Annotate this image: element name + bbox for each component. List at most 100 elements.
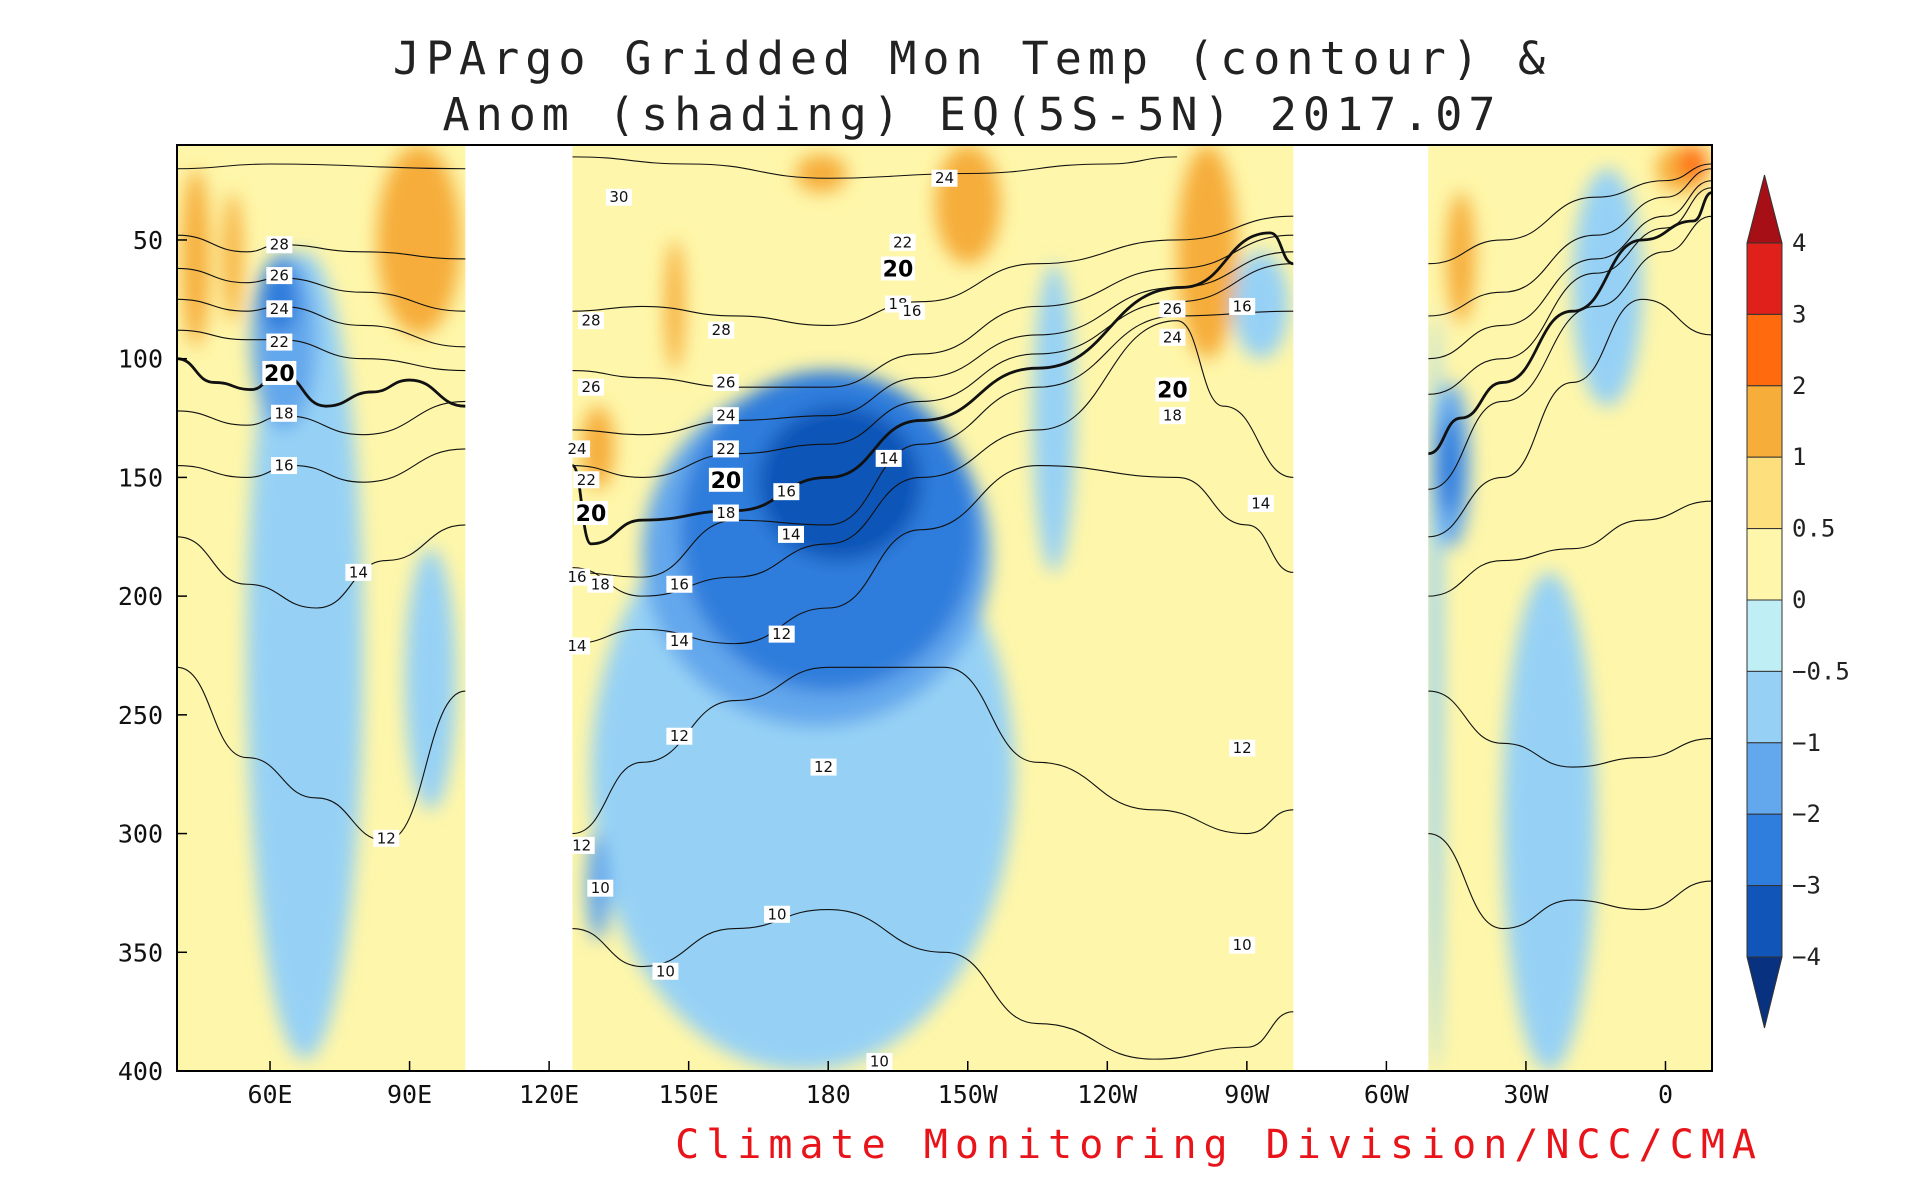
contour-label-bg	[564, 440, 591, 458]
contour-label-text: 16	[1233, 297, 1252, 315]
contour-label-text: 28	[270, 236, 289, 254]
isotherm-line	[572, 908, 1294, 1060]
contour-label: 16	[1229, 297, 1256, 315]
anomaly-patch	[1572, 168, 1643, 407]
contour-label: 16	[564, 568, 591, 586]
contour-label-bg	[266, 236, 293, 254]
x-axis: 60E 90E 120E 150E 180 150W 120W 90W 60W 30W 0	[247, 1061, 1673, 1109]
contour-label-text: 16	[670, 575, 689, 593]
colorbar-box	[1746, 528, 1783, 601]
contour-label: 12	[810, 758, 837, 776]
contour-label-bg	[373, 829, 400, 847]
colorbar-box	[1746, 670, 1783, 744]
anomaly-patch	[935, 145, 1001, 264]
contour-label-bg	[266, 333, 293, 351]
anomaly-patch	[1437, 418, 1461, 514]
contour-label: 14	[875, 449, 902, 467]
colorbar-label: 4	[1792, 229, 1806, 257]
anomaly-patch	[246, 251, 364, 1060]
contour-label-text: 20	[264, 362, 295, 387]
contour-label-bg	[810, 758, 837, 776]
contour-label-bg	[898, 302, 925, 320]
contour-label: 18	[1159, 407, 1186, 425]
contour-label-text: 14	[349, 563, 368, 581]
contour-label-text: 20	[1157, 379, 1188, 404]
isotherm-line	[177, 298, 466, 348]
colorbar-box	[1746, 456, 1783, 530]
contour-label-text: 18	[591, 575, 610, 593]
isotherm-line	[572, 320, 1294, 597]
contour-label-text: 16	[777, 483, 796, 501]
contour-label-bg	[564, 637, 591, 655]
isotherm-line	[572, 156, 1178, 179]
contour-label-bg	[262, 360, 297, 385]
y-tick-label: 350	[118, 938, 163, 967]
contour-label-text: 26	[581, 378, 600, 396]
x-tick-label: 120W	[1077, 1080, 1138, 1109]
contour-label: 10	[652, 962, 679, 980]
contour-label-bg	[708, 467, 743, 492]
isotherm-line	[1428, 833, 1712, 930]
isotherm-line	[1428, 163, 1712, 265]
contour-label: 24	[931, 169, 958, 187]
contour-label: 28	[708, 321, 735, 339]
colorbar-box	[1746, 813, 1783, 887]
anomaly-patch	[377, 145, 461, 335]
contour-label-bg	[778, 525, 804, 543]
contour-label-text: 18	[716, 504, 735, 522]
contour-label-bg	[1155, 377, 1190, 402]
contour-label-text: 22	[893, 233, 912, 251]
contour-label-bg	[712, 373, 739, 391]
contour-label-bg	[666, 575, 693, 593]
contour-label-text: 26	[1163, 300, 1182, 318]
isotherm-line	[177, 448, 466, 483]
contour-label-bg	[568, 836, 595, 854]
contour-label-text: 10	[1233, 936, 1252, 954]
colorbar-label: −3	[1792, 872, 1821, 900]
isotherm-line	[177, 357, 466, 408]
contour-label-text: 24	[567, 440, 586, 458]
anomaly-patch	[665, 239, 685, 371]
x-tick-label: 150W	[938, 1080, 999, 1109]
contour-label: 16	[898, 302, 925, 320]
y-tick-label: 50	[133, 226, 163, 255]
contour-label-bg	[564, 568, 591, 586]
contour-label-text: 26	[716, 373, 735, 391]
contour-label: 24	[564, 440, 591, 458]
contour-label-text: 16	[902, 302, 921, 320]
isotherm-line	[1428, 500, 1712, 597]
contour-label-bg	[587, 879, 614, 897]
contour-label-text: 24	[935, 169, 954, 187]
contour-label: 14	[666, 632, 693, 650]
contour-label-text: 22	[270, 333, 289, 351]
contour-label-text: 24	[716, 407, 735, 425]
colorbar-label: −2	[1792, 800, 1821, 828]
anomaly-patch	[1232, 251, 1289, 359]
y-tick-label: 100	[118, 345, 163, 374]
isotherm-line	[1428, 180, 1712, 360]
y-tick-label: 400	[118, 1057, 163, 1086]
land-gap	[1293, 146, 1429, 1070]
contour-label: 10	[587, 879, 614, 897]
contour-label-bg	[573, 471, 600, 489]
x-tick-label: 90E	[387, 1080, 432, 1109]
contour-label-text: 14	[1251, 495, 1270, 513]
contour-label-text: 10	[870, 1053, 889, 1071]
contour-label-bg	[577, 378, 604, 396]
contour-label-bg	[270, 404, 297, 422]
contour-label: 14	[345, 563, 372, 581]
contour-label-text: 10	[767, 905, 786, 923]
contour-label-bg	[573, 501, 608, 526]
contour-label-bg	[266, 300, 293, 318]
contour-label-text: 10	[591, 879, 610, 897]
contour-label: 26	[266, 267, 293, 285]
chart-title-line-1: JPArgo Gridded Mon Temp (contour) &	[393, 32, 1551, 85]
contour-label: 20	[708, 467, 743, 494]
contour-label-bg	[577, 312, 604, 330]
contour-label: 16	[270, 457, 297, 475]
isotherm-line	[1428, 298, 1712, 538]
x-tick-label: 60E	[247, 1080, 292, 1109]
contour-label: 22	[573, 471, 600, 489]
contour-label-text: 14	[879, 449, 898, 467]
contour-label-text: 14	[670, 632, 689, 650]
